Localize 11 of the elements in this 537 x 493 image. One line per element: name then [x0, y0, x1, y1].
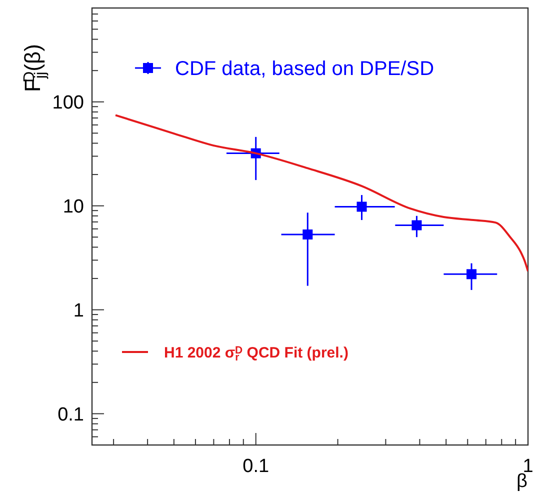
point	[302, 229, 313, 240]
legend-label: H1 2002 σ$_{r}$$^{D}$ QCD Fit (prel.)	[164, 344, 348, 364]
point	[412, 220, 422, 230]
y-tick-label: 1	[73, 300, 84, 322]
y-tick-label: 10	[62, 196, 84, 218]
point	[356, 202, 367, 212]
y-tick-label: 0.1	[58, 404, 84, 426]
point	[466, 269, 476, 280]
y-tick-label: 100	[52, 92, 84, 114]
legend-label: CDF data, based on DPE/SD	[175, 58, 434, 80]
x-axis-title: β	[516, 471, 528, 492]
